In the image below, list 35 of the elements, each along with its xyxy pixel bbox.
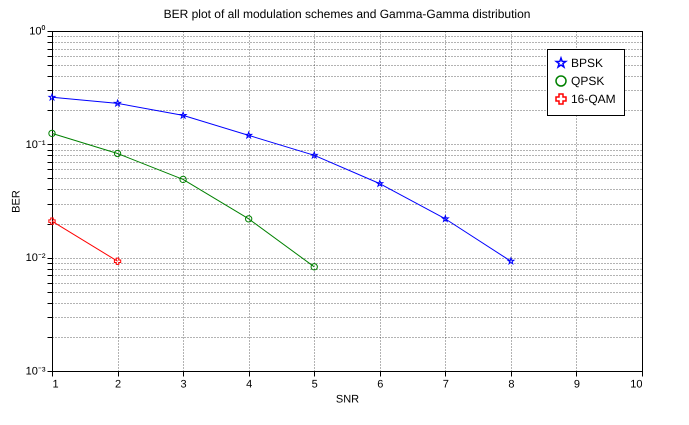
legend-label: 16-QAM	[571, 92, 616, 106]
y-tick-label: 10⁰	[29, 24, 46, 38]
point	[310, 263, 318, 270]
point	[179, 176, 187, 184]
point	[180, 112, 187, 118]
y-tick-label: 10⁻¹	[26, 138, 46, 151]
x-tick-label: 3	[180, 378, 187, 390]
x-tick-label: 7	[442, 378, 449, 390]
y-axis-title: BER	[10, 190, 23, 213]
x-axis-title: SNR	[336, 394, 360, 406]
point	[114, 258, 122, 265]
chart-title: BER plot of all modulation schemes and Gamma-Gamma distribution	[164, 7, 530, 21]
y-tick-label: 10⁻³	[26, 366, 46, 378]
x-tick-label: 9	[574, 378, 580, 390]
point	[48, 217, 56, 225]
point	[48, 130, 56, 138]
point	[245, 132, 252, 138]
point	[442, 215, 449, 222]
point	[114, 100, 122, 106]
point	[114, 150, 122, 158]
legend-label: QPSK	[571, 74, 604, 88]
point	[48, 94, 56, 100]
point	[245, 215, 252, 223]
point	[507, 258, 514, 264]
x-tick-label: 8	[508, 378, 514, 390]
legend-label: BPSK	[571, 56, 604, 70]
x-tick-label: 10	[630, 378, 642, 390]
x-tick-label: 6	[377, 378, 384, 390]
y-tick-label: 10⁻²	[26, 252, 46, 264]
x-tick-label: 2	[114, 378, 122, 390]
x-tick-label: 5	[312, 378, 318, 390]
x-tick-label: 1	[52, 378, 59, 390]
point	[310, 152, 318, 158]
point	[376, 180, 384, 187]
x-tick-label: 4	[246, 378, 252, 390]
